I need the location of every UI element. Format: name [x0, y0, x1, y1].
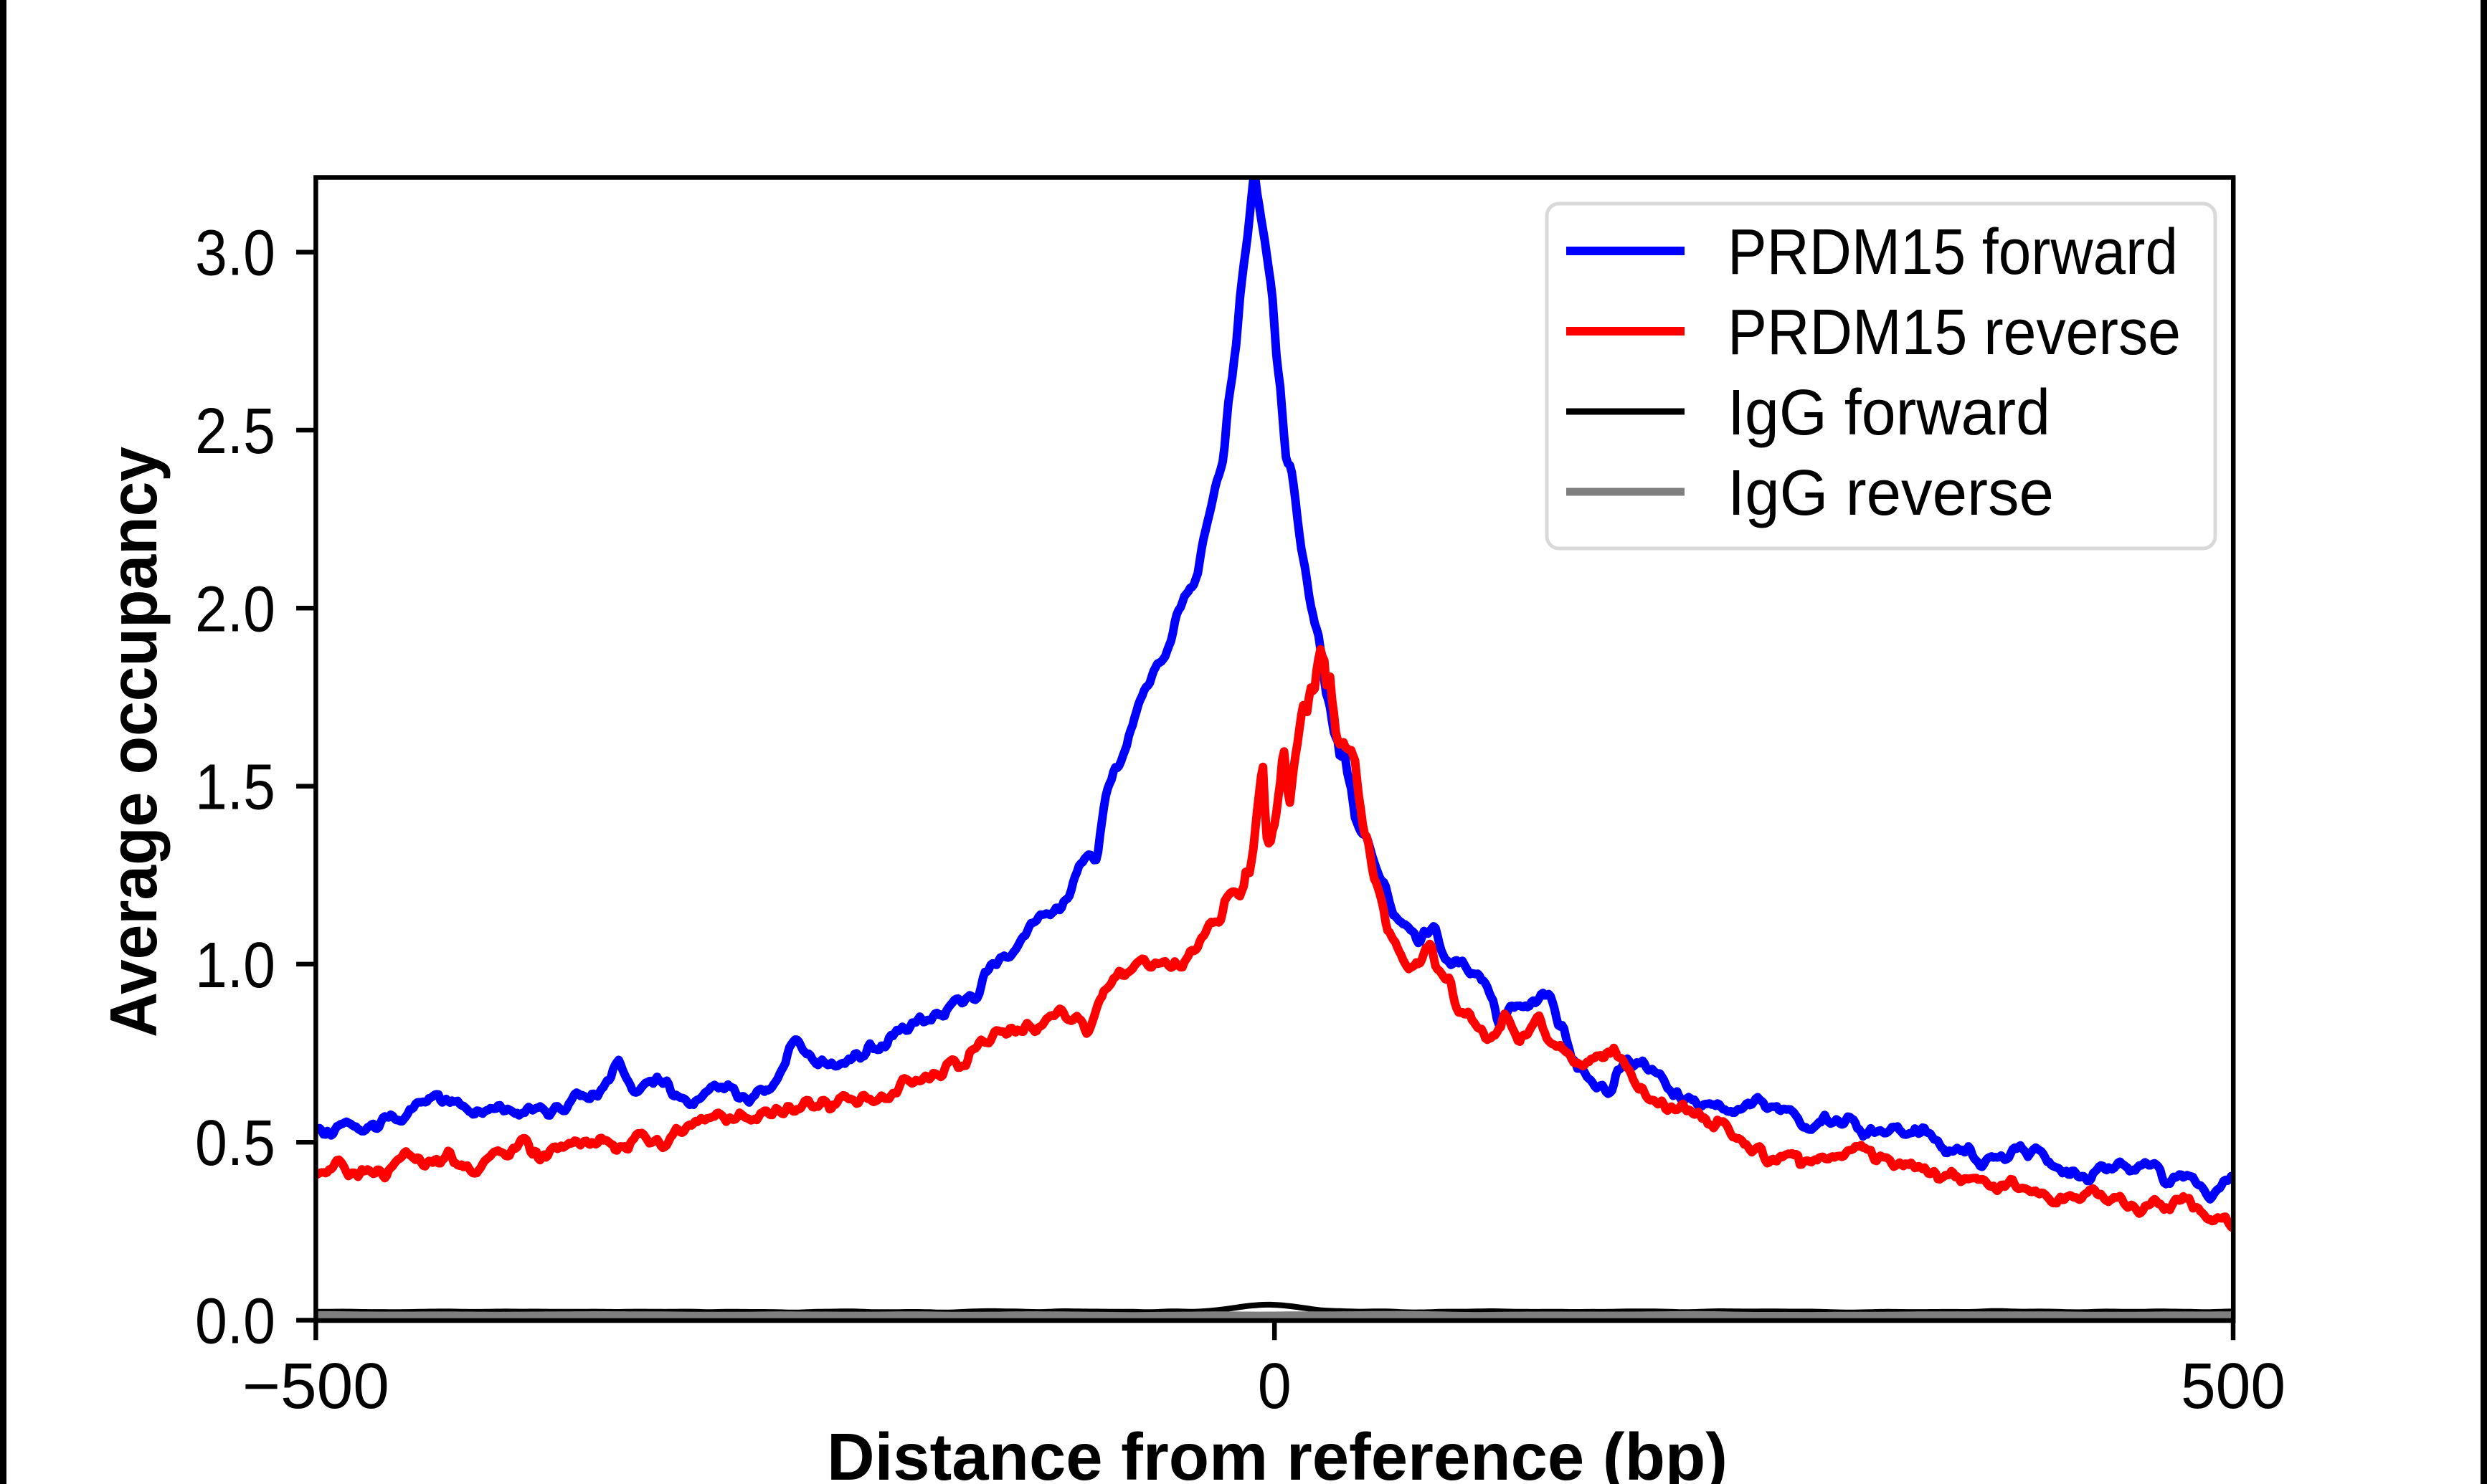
- svg-text:0.0: 0.0: [195, 1286, 275, 1358]
- svg-text:IgG reverse: IgG reverse: [1728, 457, 2054, 529]
- svg-text:Average occupancy: Average occupancy: [96, 447, 171, 1037]
- svg-text:0: 0: [1258, 1351, 1292, 1422]
- svg-text:PRDM15 forward: PRDM15 forward: [1728, 217, 2178, 288]
- svg-text:Distance from reference (bp): Distance from reference (bp): [827, 1419, 1728, 1484]
- svg-text:2.5: 2.5: [195, 396, 275, 467]
- svg-text:1.0: 1.0: [195, 930, 275, 1002]
- svg-text:−500: −500: [242, 1351, 389, 1422]
- svg-text:PRDM15 reverse: PRDM15 reverse: [1728, 297, 2181, 368]
- svg-text:500: 500: [2181, 1351, 2285, 1422]
- svg-text:IgG forward: IgG forward: [1728, 377, 2050, 449]
- svg-text:1.5: 1.5: [195, 752, 275, 824]
- svg-text:3.0: 3.0: [195, 218, 275, 290]
- svg-text:2.0: 2.0: [195, 574, 275, 645]
- svg-text:0.5: 0.5: [195, 1108, 275, 1179]
